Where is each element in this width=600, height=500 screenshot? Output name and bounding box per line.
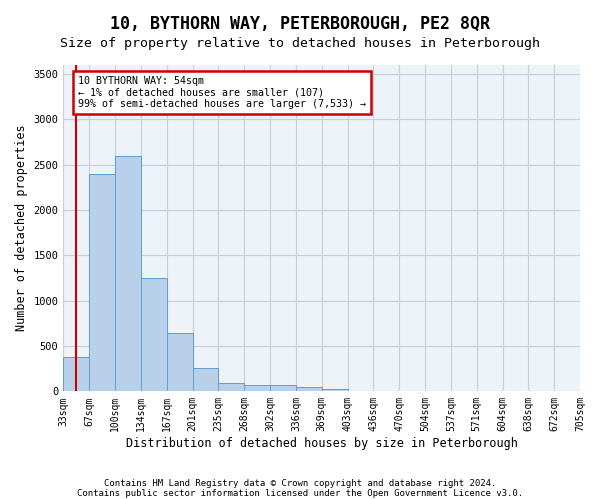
Bar: [218, 382, 244, 392]
Bar: [270, 386, 296, 392]
Bar: [141, 278, 167, 392]
Y-axis label: Number of detached properties: Number of detached properties: [15, 125, 28, 332]
Text: 10 BYTHORN WAY: 54sqm
← 1% of detached houses are smaller (107)
99% of semi-deta: 10 BYTHORN WAY: 54sqm ← 1% of detached h…: [77, 76, 365, 109]
Bar: [296, 387, 322, 392]
Bar: [244, 386, 270, 392]
Bar: [322, 388, 347, 392]
Text: Contains HM Land Registry data © Crown copyright and database right 2024.: Contains HM Land Registry data © Crown c…: [104, 478, 496, 488]
Text: Size of property relative to detached houses in Peterborough: Size of property relative to detached ho…: [60, 38, 540, 51]
Bar: [193, 368, 218, 392]
Text: 10, BYTHORN WAY, PETERBOROUGH, PE2 8QR: 10, BYTHORN WAY, PETERBOROUGH, PE2 8QR: [110, 15, 490, 33]
Bar: [167, 334, 193, 392]
Bar: [89, 174, 115, 392]
Bar: [115, 156, 141, 392]
Text: Contains public sector information licensed under the Open Government Licence v3: Contains public sector information licen…: [77, 488, 523, 498]
X-axis label: Distribution of detached houses by size in Peterborough: Distribution of detached houses by size …: [126, 437, 518, 450]
Bar: [64, 357, 89, 392]
